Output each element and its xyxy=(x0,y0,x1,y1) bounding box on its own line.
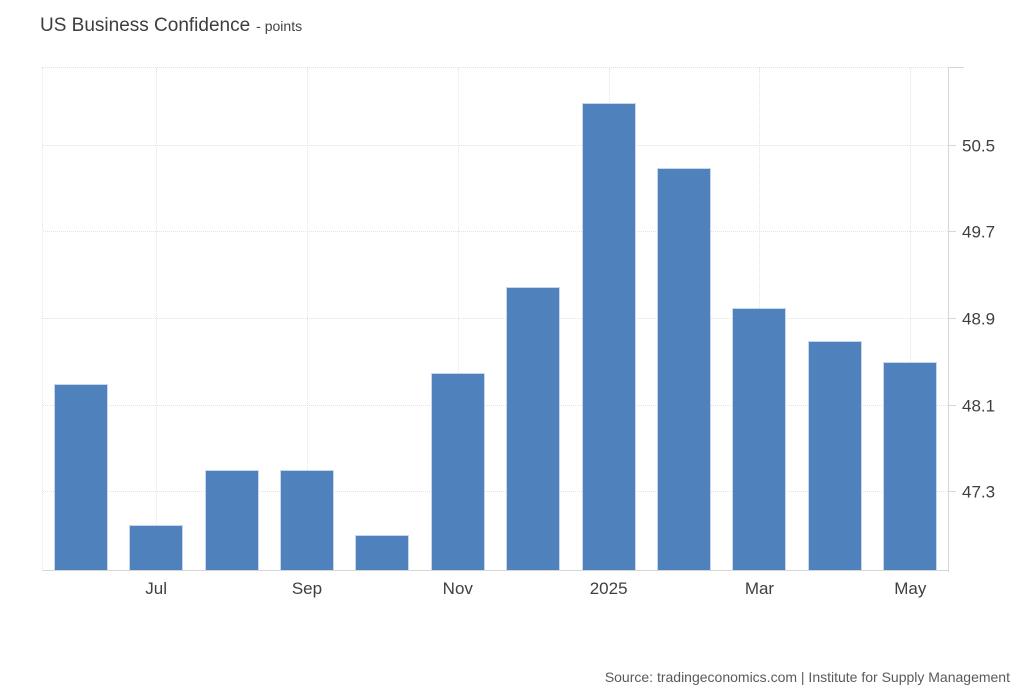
y-axis-top-tick xyxy=(948,67,964,68)
bar-jan-2025[interactable] xyxy=(581,102,636,570)
x-axis-label: Mar xyxy=(744,579,775,598)
y-gridline xyxy=(43,144,948,146)
bar-nov-2024[interactable] xyxy=(430,373,485,570)
y-gridline xyxy=(43,318,948,319)
y-axis-tick xyxy=(948,491,956,493)
chart-title: US Business Confidence xyxy=(40,15,251,36)
bar-mar-2025[interactable] xyxy=(732,308,787,570)
x-axis-label: Jul xyxy=(145,579,167,598)
y-axis-tick xyxy=(948,144,956,146)
bar-may-2025[interactable] xyxy=(883,362,938,570)
y-axis-tick xyxy=(948,231,956,233)
y-axis-line xyxy=(948,67,949,572)
bar-jul-2024[interactable] xyxy=(129,524,184,570)
y-axis-label: 47.3 xyxy=(962,482,996,502)
bar-apr-2025[interactable] xyxy=(807,340,862,570)
x-gridline xyxy=(306,68,308,570)
y-gridline xyxy=(43,404,948,406)
y-axis-label: 49.7 xyxy=(962,222,996,242)
y-gridline xyxy=(43,491,948,493)
x-axis-label: Sep xyxy=(291,579,323,598)
bar-jun-2024[interactable] xyxy=(53,383,108,570)
bar-feb-2025[interactable] xyxy=(657,167,712,570)
x-gridline xyxy=(457,68,459,570)
bar-sep-2024[interactable] xyxy=(279,470,334,570)
y-axis-label: 48.9 xyxy=(962,309,996,329)
bar-aug-2024[interactable] xyxy=(204,470,259,570)
source-text: Source: tradingeconomics.com | Institute… xyxy=(604,669,1010,685)
x-gridline xyxy=(910,68,912,570)
chart-header: US Business Confidence - points xyxy=(40,15,302,37)
x-axis-label: 2025 xyxy=(589,579,628,598)
x-axis-label: Nov xyxy=(442,579,473,598)
x-gridline xyxy=(156,68,158,570)
y-gridline xyxy=(43,231,948,233)
y-axis-tick xyxy=(948,404,956,406)
y-axis-label: 48.1 xyxy=(962,396,996,416)
y-axis-tick xyxy=(948,318,956,319)
bar-dec-2024[interactable] xyxy=(506,286,561,570)
x-axis-label: May xyxy=(894,579,927,598)
plot-area: 47.3 48.1 48.9 49.7 50.5 Jul Sep Nov 2025 Mar May xyxy=(42,67,995,597)
bar-oct-2024[interactable] xyxy=(355,535,410,570)
chart-subtitle: - points xyxy=(256,18,303,34)
y-axis-label: 50.5 xyxy=(962,136,996,156)
